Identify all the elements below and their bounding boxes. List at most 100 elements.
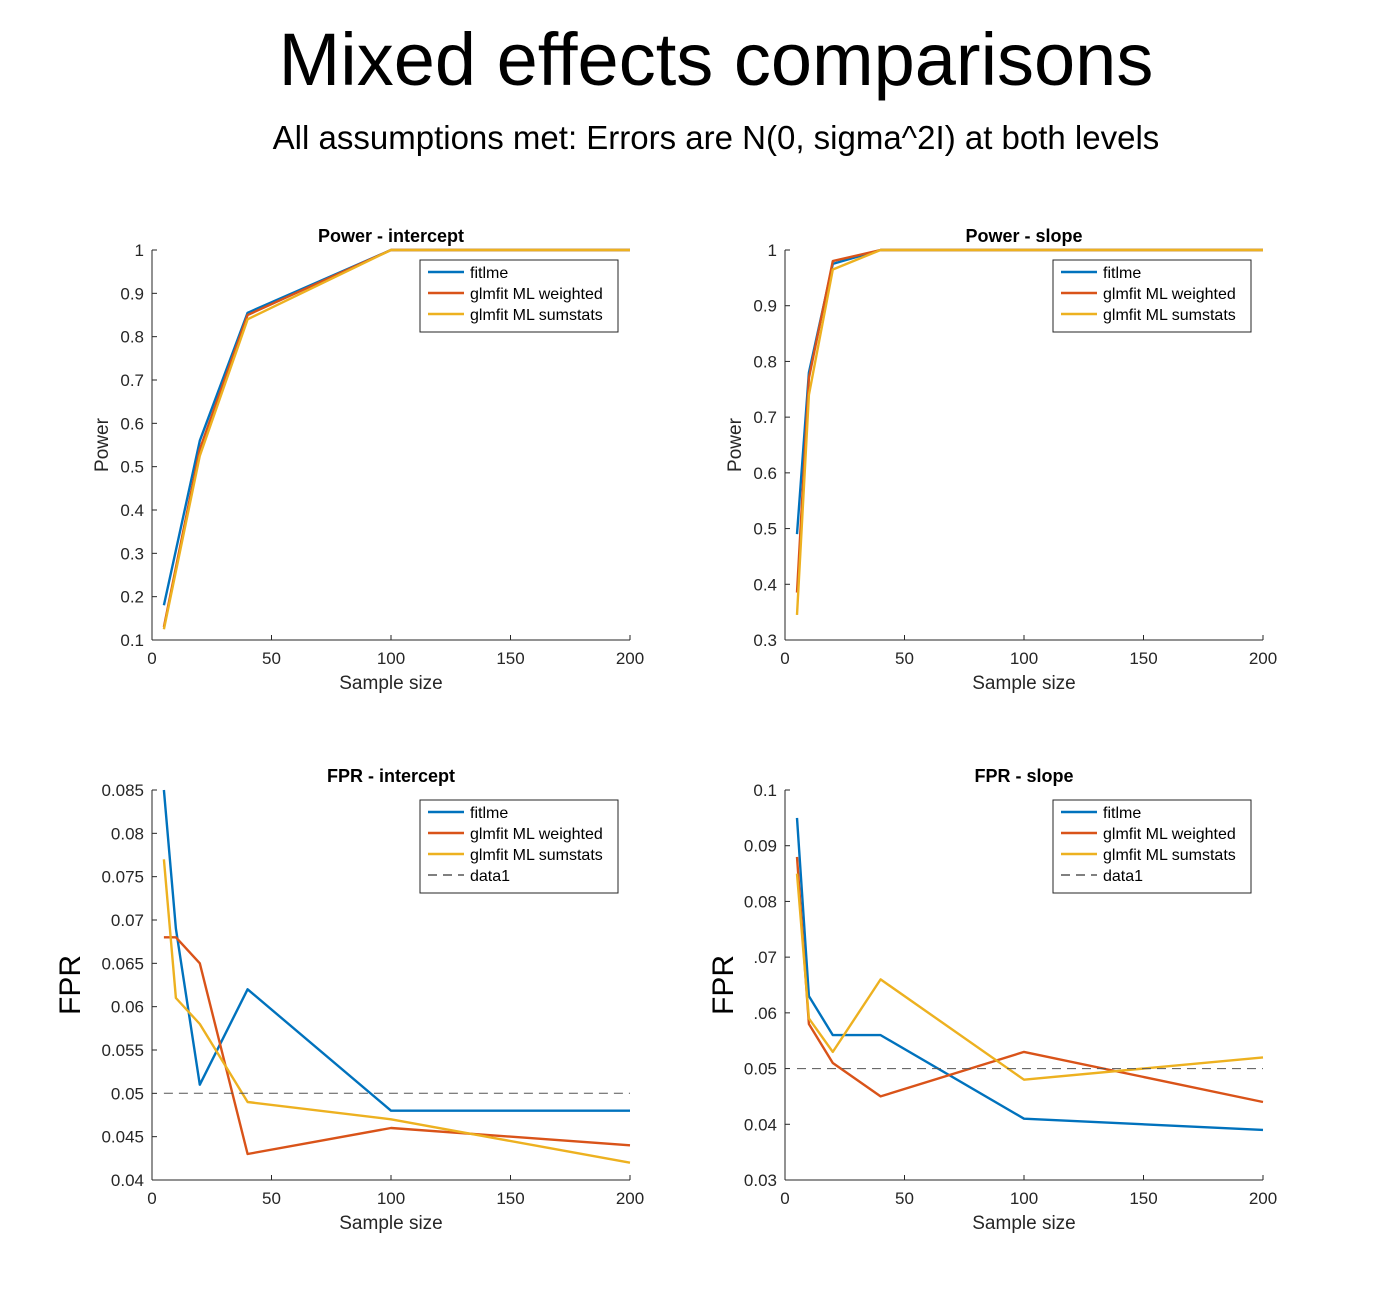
legend-entry: glmfit ML sumstats [1103, 307, 1236, 324]
page-title: Mixed effects comparisons [278, 18, 1154, 101]
y-tick-label: 0.045 [101, 1128, 144, 1147]
y-tick-label: 0.5 [120, 458, 144, 477]
series-line-glmfit-ml-weighted [163, 936, 631, 1156]
x-tick-label: 200 [1249, 649, 1277, 668]
y-tick-label: 0.075 [101, 868, 144, 887]
x-tick-label: 50 [262, 649, 281, 668]
legend-entry: data1 [1103, 868, 1143, 885]
y-axis-label: Power [92, 417, 113, 472]
y-tick-label: 0.03 [744, 1171, 777, 1190]
plot-title: Power - intercept [318, 226, 464, 246]
y-tick-label: 0.04 [744, 1115, 777, 1134]
y-tick-label: 0.06 [111, 998, 144, 1017]
y-tick-label: 0.9 [753, 297, 777, 316]
y-tick-label: .07 [753, 948, 777, 967]
plot-title: FPR - slope [974, 766, 1073, 786]
y-tick-label: 0.3 [120, 544, 144, 563]
y-tick-label: .06 [753, 1004, 777, 1023]
legend-entry: fitlme [1103, 805, 1141, 822]
x-axis-label: Sample size [339, 673, 443, 694]
x-tick-label: 0 [780, 1189, 789, 1208]
x-tick-label: 0 [147, 649, 156, 668]
legend-entry: fitlme [470, 805, 508, 822]
y-tick-label: 1 [768, 241, 777, 260]
y-tick-label: 0.07 [111, 911, 144, 930]
y-tick-label: 0.055 [101, 1041, 144, 1060]
x-tick-label: 200 [616, 1189, 644, 1208]
x-tick-label: 100 [1010, 1189, 1038, 1208]
y-tick-label: 0.8 [120, 328, 144, 347]
x-axis-label: Sample size [339, 1213, 443, 1234]
y-tick-label: 0.08 [111, 824, 144, 843]
legend-entry: glmfit ML sumstats [1103, 847, 1236, 864]
y-tick-label: 0.08 [744, 892, 777, 911]
y-tick-label: 0.6 [753, 464, 777, 483]
legend: fitlme glmfit ML weighted glmfit ML sumsta… [1052, 259, 1252, 333]
y-axis-label: FPR [54, 955, 87, 1015]
x-axis-label: Sample size [972, 673, 1076, 694]
legend-box [1052, 799, 1252, 894]
y-tick-label: 0.04 [111, 1171, 144, 1190]
y-tick-label: 0.1 [753, 781, 777, 800]
legend-entry: fitlme [470, 265, 508, 282]
y-tick-label: 0.1 [120, 631, 144, 650]
series-line-glmfit-ml-sumstats [162, 248, 630, 630]
y-tick-label: 0.065 [101, 954, 144, 973]
legend-entry: glmfit ML weighted [1103, 286, 1236, 303]
legend: fitlme glmfit ML weighted glmfit ML sumsta… [1052, 799, 1252, 894]
legend-entry: glmfit ML weighted [1103, 826, 1236, 843]
y-tick-label: 0.7 [120, 371, 144, 390]
x-tick-label: 150 [496, 1189, 524, 1208]
y-tick-label: 0.2 [120, 588, 144, 607]
x-axis-label: Sample size [972, 1213, 1076, 1234]
y-tick-label: 0.4 [120, 501, 144, 520]
x-tick-label: 50 [262, 1189, 281, 1208]
y-tick-label: 1 [135, 241, 144, 260]
y-tick-label: 0.6 [120, 414, 144, 433]
y-tick-label: 0.09 [744, 837, 777, 856]
y-tick-label: 0.9 [120, 284, 144, 303]
y-tick-label: 0.4 [753, 575, 777, 594]
x-tick-label: 100 [377, 1189, 405, 1208]
legend-entry: glmfit ML weighted [470, 826, 603, 843]
series-line-glmfit-ml-weighted [795, 856, 1264, 1104]
x-tick-label: 50 [895, 1189, 914, 1208]
x-tick-label: 150 [1129, 649, 1157, 668]
y-tick-label: 0.3 [753, 631, 777, 650]
plot-title: FPR - intercept [327, 766, 455, 786]
x-tick-label: 200 [616, 649, 644, 668]
legend-box [419, 799, 619, 894]
legend-entry: fitlme [1103, 265, 1141, 282]
x-tick-label: 0 [780, 649, 789, 668]
x-tick-label: 0 [147, 1189, 156, 1208]
y-axis-label: FPR [707, 955, 740, 1015]
series-line-fitlme [162, 789, 630, 1112]
legend-entry: glmfit ML sumstats [470, 847, 603, 864]
y-tick-label: 0.5 [753, 520, 777, 539]
x-tick-label: 100 [377, 649, 405, 668]
y-tick-label: 0.8 [753, 352, 777, 371]
x-tick-label: 100 [1010, 649, 1038, 668]
y-tick-label: 0.05 [111, 1084, 144, 1103]
x-tick-label: 50 [895, 649, 914, 668]
y-tick-label: 0.7 [753, 408, 777, 427]
legend-entry: glmfit ML weighted [470, 286, 603, 303]
legend-entry: glmfit ML sumstats [470, 307, 603, 324]
series-line-fitlme [795, 817, 1264, 1132]
y-axis-label: Power [725, 417, 746, 472]
series-line-glmfit-ml-sumstats [795, 248, 1263, 615]
y-tick-label: 0.05 [744, 1060, 777, 1079]
series-line-glmfit-ml-sumstats [795, 873, 1264, 1081]
x-tick-label: 150 [1129, 1189, 1157, 1208]
plot-title: Power - slope [965, 226, 1082, 246]
x-tick-label: 200 [1249, 1189, 1277, 1208]
y-tick-label: 0.085 [101, 781, 144, 800]
x-tick-label: 150 [496, 649, 524, 668]
legend-entry: data1 [470, 868, 510, 885]
page-subtitle: All assumptions met: Errors are N(0, sig… [272, 119, 1160, 156]
series-line-glmfit-ml-sumstats [162, 859, 631, 1164]
